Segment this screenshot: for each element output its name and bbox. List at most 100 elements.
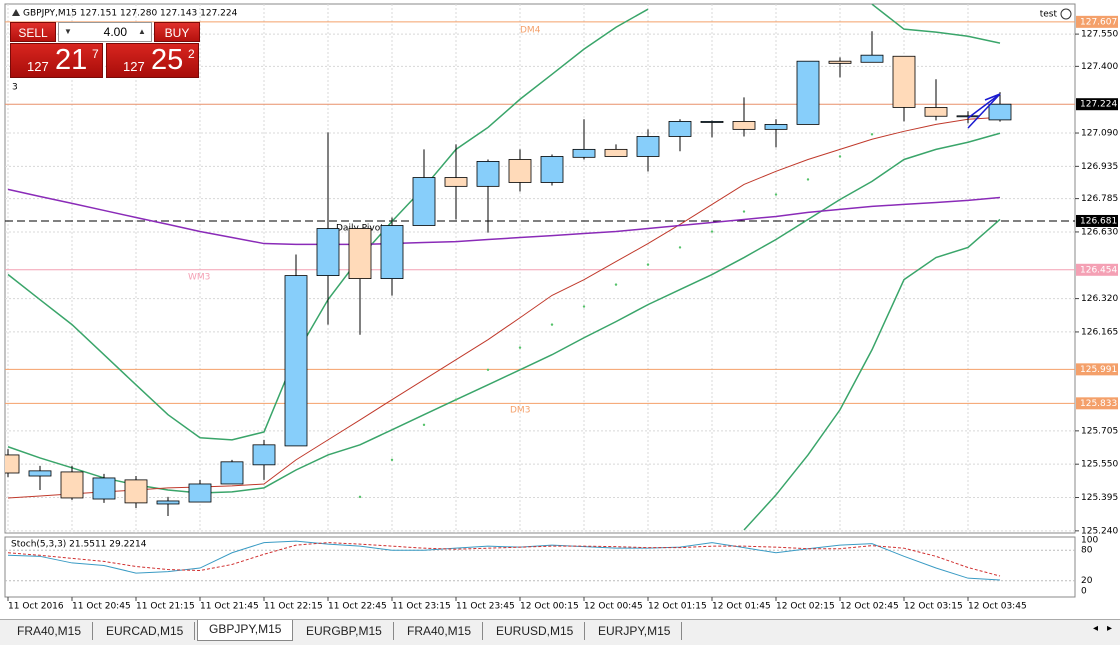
candle-body [380, 225, 404, 280]
stoch-label: Stoch(5,3,3) 21.5511 29.2214 [11, 540, 147, 550]
indicator-line [7, 188, 1001, 246]
account-icon[interactable] [1060, 8, 1072, 20]
price-small: 7 [92, 47, 99, 61]
y-tick-label: 125.395 [1081, 493, 1118, 503]
buy-button[interactable]: BUY [154, 22, 200, 42]
lot-up[interactable]: ▲ [138, 27, 146, 36]
candle-body [444, 177, 468, 187]
lot-field[interactable]: ▼ 4.00 ▲ [58, 22, 152, 42]
candle-body [668, 121, 692, 137]
chart-tab[interactable]: EURGBP,M15 [295, 622, 394, 640]
price-small: 2 [188, 47, 195, 61]
chart-tab[interactable]: FRA40,M15 [6, 622, 94, 640]
y-tick-label: 126.935 [1081, 162, 1118, 172]
tab-right[interactable]: ▸ [1106, 623, 1112, 634]
candle-body [572, 148, 596, 158]
lot-down[interactable]: ▼ [64, 27, 72, 36]
candle-body [252, 444, 276, 466]
y-tick-label: 125.550 [1081, 460, 1118, 470]
sar-dot [486, 368, 490, 371]
sar-dot [710, 230, 714, 233]
x-tick-label: 12 Oct 03:15 [904, 602, 963, 612]
x-tick-label: 11 Oct 20:45 [72, 602, 131, 612]
y-tick-label: 127.090 [1081, 129, 1118, 139]
buy-price[interactable]: 127 25 2 [106, 43, 199, 78]
chart-tab[interactable]: GBPJPY,M15 [197, 620, 294, 641]
level-label: 127.224 [1080, 100, 1117, 110]
candle-body [60, 471, 84, 499]
stoch-tick-label: 100 [1081, 536, 1098, 546]
sar-dot [454, 398, 458, 401]
candle-body [220, 461, 244, 485]
candle-body [156, 500, 180, 505]
x-tick-label: 12 Oct 03:45 [968, 602, 1027, 612]
candle-body [92, 477, 116, 500]
candle-body [700, 121, 724, 123]
sell-button[interactable]: SELL [10, 22, 56, 42]
one-click-panel: SELL ▼ 4.00 ▲ BUY 127 21 7 127 25 2 [10, 22, 200, 78]
level-label-bg [1076, 263, 1118, 276]
candle-body [604, 148, 628, 157]
trend-objects [967, 93, 1001, 129]
sar-dot [358, 495, 362, 499]
tab-bar: ◂ ▸ FRA40,M15 EURCAD,M15 GBPJPY,M15 EURGBP,… [0, 619, 1120, 645]
x-tick-label: 12 Oct 00:45 [584, 602, 643, 612]
candle-body [188, 483, 212, 503]
sar-dot [646, 263, 650, 266]
candle-body [732, 121, 756, 130]
y-tick-label: 125.705 [1081, 426, 1118, 436]
x-tick-label: 11 Oct 21:15 [136, 602, 195, 612]
candle-body [764, 124, 788, 130]
level-label-bg [1076, 397, 1118, 410]
stoch-signal [7, 542, 1001, 577]
y-tick-label: 126.165 [1081, 327, 1118, 337]
sar-dot [774, 193, 778, 196]
x-tick-label: 12 Oct 00:15 [520, 602, 579, 612]
tab-left[interactable]: ◂ [1092, 623, 1098, 634]
price-big: 127 [27, 59, 49, 74]
candle-body [636, 136, 660, 157]
candle-body [412, 177, 436, 226]
candle-body [284, 275, 308, 447]
chart-tab[interactable]: EURCAD,M15 [95, 622, 196, 640]
candle-body [828, 60, 852, 64]
candle-body [476, 161, 500, 187]
chart-tab[interactable]: FRA40,M15 [396, 622, 484, 640]
candle-body [348, 228, 372, 280]
x-tick-label: 12 Oct 01:45 [712, 602, 771, 612]
candle-body [956, 115, 980, 118]
level-label: 127.607 [1080, 17, 1117, 27]
candle-body [540, 156, 564, 183]
candle-body [5, 454, 20, 474]
stoch-main [7, 540, 1001, 581]
sar-dot [422, 423, 426, 427]
x-tick-label: 11 Oct 23:15 [392, 602, 451, 612]
chart-tab[interactable]: EURUSD,M15 [485, 622, 586, 640]
y-tick-label: 127.400 [1081, 62, 1118, 72]
window-icon [12, 9, 20, 16]
sell-price[interactable]: 127 21 7 [10, 43, 103, 78]
candle-body [796, 60, 820, 125]
symbol-info: GBPJPY,M15 127.151 127.280 127.143 127.2… [23, 9, 238, 19]
level-label: 125.991 [1080, 365, 1117, 375]
level-label-bg [1076, 15, 1118, 28]
x-tick-label: 11 Oct 22:15 [264, 602, 323, 612]
stoch-tick-label: 80 [1081, 546, 1093, 556]
candle-body [860, 54, 884, 63]
level-label: 125.833 [1080, 399, 1117, 409]
candle-body [508, 159, 532, 183]
y-tick-label: 126.630 [1081, 227, 1118, 237]
level-annotation: WM3 [188, 273, 210, 283]
y-tick-label: 125.240 [1081, 526, 1118, 536]
chart-tab[interactable]: EURJPY,M15 [587, 622, 683, 640]
sar-dot [806, 178, 810, 181]
sar-dot [614, 283, 618, 286]
level-annotation: DM4 [520, 26, 541, 36]
level-label-bg [1076, 98, 1118, 111]
x-tick-label: 12 Oct 01:15 [648, 602, 707, 612]
level-label-bg [1076, 214, 1118, 227]
x-tick-label: 12 Oct 02:15 [776, 602, 835, 612]
sar-dot [838, 155, 842, 158]
x-tick-label: 11 Oct 21:45 [200, 602, 259, 612]
